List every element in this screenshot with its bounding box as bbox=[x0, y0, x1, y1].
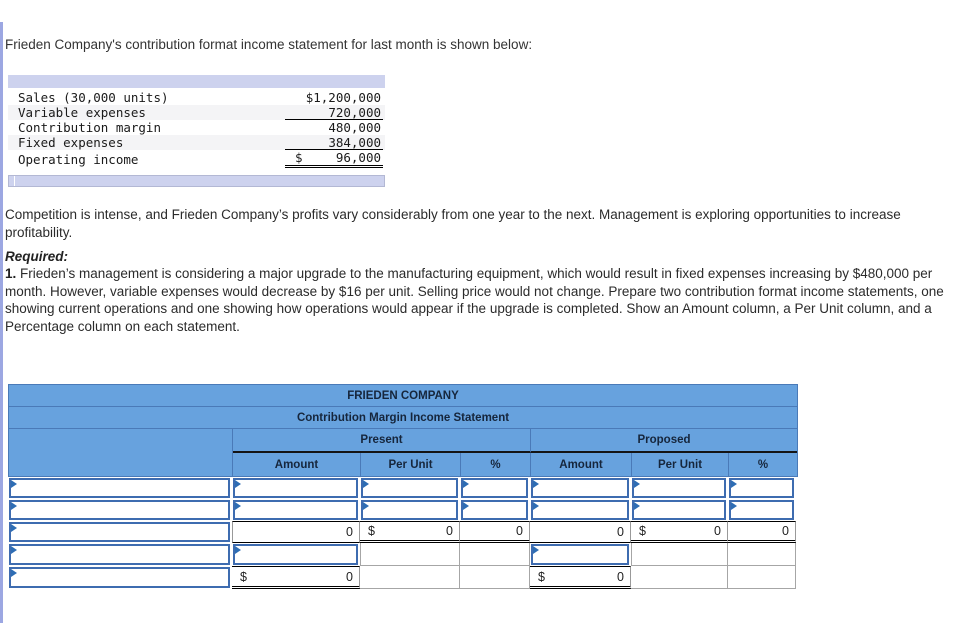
row2-label-input[interactable] bbox=[9, 500, 230, 520]
row-label: Contribution margin bbox=[18, 120, 161, 135]
row-amount: 96,000 bbox=[335, 150, 381, 165]
row-label: Sales (30,000 units) bbox=[18, 90, 169, 105]
row-value: 480,000 bbox=[328, 120, 381, 135]
row3-label-input[interactable] bbox=[9, 522, 230, 542]
computed-zero: 0 bbox=[346, 569, 353, 584]
row5-proposed-per-unit-cell bbox=[631, 566, 728, 589]
dollar-sign: $ bbox=[368, 524, 375, 538]
row-label: Operating income bbox=[18, 151, 139, 167]
row-value: $ 96,000 bbox=[285, 150, 383, 168]
income-statement-row: Variable expenses 720,000 bbox=[8, 105, 385, 120]
intro-text: Frieden Company's contribution format in… bbox=[5, 37, 533, 52]
row3-present-amount-value: 0 bbox=[232, 521, 360, 543]
row1-proposed-per-unit-input[interactable] bbox=[632, 478, 726, 498]
row2-present-percent-input[interactable] bbox=[461, 500, 528, 520]
row3-proposed-amount-value: 0 bbox=[530, 521, 631, 543]
row4-present-percent-cell bbox=[460, 543, 530, 566]
requirement-number: 1. bbox=[5, 266, 17, 281]
row1-present-per-unit-input[interactable] bbox=[361, 478, 458, 498]
requirement-text: Frieden’s management is considering a ma… bbox=[5, 266, 944, 334]
col-header-proposed-per-unit: Per Unit bbox=[632, 453, 729, 476]
row3-present-percent-value: 0 bbox=[460, 521, 530, 543]
row-value: 720,000 bbox=[285, 105, 383, 120]
row-value: 384,000 bbox=[285, 135, 383, 150]
row2-proposed-per-unit-input[interactable] bbox=[632, 500, 726, 520]
income-statement-scrollbar[interactable] bbox=[8, 175, 385, 187]
row2-present-per-unit-input[interactable] bbox=[361, 500, 458, 520]
row5-present-percent-cell bbox=[460, 566, 530, 589]
col-header-present-percent: % bbox=[461, 453, 531, 476]
row1-proposed-percent-input[interactable] bbox=[729, 478, 794, 498]
worksheet-table: FRIEDEN COMPANY Contribution Margin Inco… bbox=[8, 384, 798, 589]
row4-proposed-percent-cell bbox=[728, 543, 796, 566]
currency-symbol: $ bbox=[295, 150, 303, 165]
computed-zero: 0 bbox=[617, 569, 624, 584]
col-header-present-amount: Amount bbox=[233, 453, 361, 476]
competition-paragraph: Competition is intense, and Frieden Comp… bbox=[5, 207, 901, 240]
row2-proposed-amount-input[interactable] bbox=[531, 500, 629, 520]
row5-proposed-amount-total: $ 0 bbox=[530, 566, 631, 589]
income-statement-row: Contribution margin 480,000 bbox=[8, 120, 385, 135]
worksheet-subtitle: Contribution Margin Income Statement bbox=[9, 407, 797, 429]
computed-zero: 0 bbox=[446, 524, 453, 538]
computed-zero: 0 bbox=[346, 525, 353, 539]
row4-proposed-amount-input[interactable] bbox=[531, 544, 629, 565]
worksheet-body: 0 $ 0 0 0 $ 0 0 $ 0 bbox=[8, 477, 796, 589]
row4-present-per-unit-cell bbox=[360, 543, 460, 566]
computed-zero: 0 bbox=[516, 524, 523, 538]
col-header-proposed-percent: % bbox=[729, 453, 797, 476]
row-label: Fixed expenses bbox=[18, 135, 124, 150]
income-statement-row: Fixed expenses 384,000 bbox=[8, 135, 385, 150]
dollar-sign: $ bbox=[538, 569, 545, 584]
income-statement-row: Sales (30,000 units) $1,200,000 bbox=[8, 90, 385, 105]
group-header-present: Present bbox=[233, 429, 531, 453]
worksheet-title: FRIEDEN COMPANY bbox=[9, 385, 797, 407]
required-label: Required: bbox=[5, 249, 69, 264]
page-left-stripe bbox=[0, 22, 3, 623]
row1-present-amount-input[interactable] bbox=[233, 478, 358, 498]
requirement-1-paragraph: 1. Frieden’s management is considering a… bbox=[5, 265, 955, 335]
row4-present-amount-input[interactable] bbox=[233, 544, 358, 565]
row-value: $1,200,000 bbox=[305, 90, 381, 105]
row2-present-amount-input[interactable] bbox=[233, 500, 358, 520]
row1-present-percent-input[interactable] bbox=[461, 478, 528, 498]
computed-zero: 0 bbox=[617, 525, 624, 539]
dollar-sign: $ bbox=[639, 524, 646, 538]
row5-present-per-unit-cell bbox=[360, 566, 460, 589]
row4-proposed-per-unit-cell bbox=[631, 543, 728, 566]
col-header-present-per-unit: Per Unit bbox=[361, 453, 461, 476]
row1-proposed-amount-input[interactable] bbox=[531, 478, 629, 498]
group-header-proposed: Proposed bbox=[531, 429, 797, 453]
row2-proposed-percent-input[interactable] bbox=[729, 500, 794, 520]
row1-label-input[interactable] bbox=[9, 478, 230, 498]
computed-zero: 0 bbox=[714, 524, 721, 538]
dollar-sign: $ bbox=[240, 569, 247, 584]
row-label: Variable expenses bbox=[18, 105, 146, 120]
worksheet-header: FRIEDEN COMPANY Contribution Margin Inco… bbox=[8, 384, 798, 477]
row5-proposed-percent-cell bbox=[728, 566, 796, 589]
income-statement: Sales (30,000 units) $1,200,000 Variable… bbox=[8, 75, 385, 187]
row5-present-amount-total: $ 0 bbox=[232, 566, 360, 589]
header-corner-cell bbox=[9, 429, 233, 476]
income-statement-row: Operating income $ 96,000 bbox=[8, 150, 385, 168]
col-header-proposed-amount: Amount bbox=[531, 453, 632, 476]
row3-proposed-per-unit-value: $ 0 bbox=[631, 521, 728, 543]
computed-zero: 0 bbox=[782, 524, 789, 538]
row3-proposed-percent-value: 0 bbox=[728, 521, 796, 543]
income-statement-top-band bbox=[8, 75, 385, 88]
row5-label-input[interactable] bbox=[9, 567, 230, 588]
row4-label-input[interactable] bbox=[9, 544, 230, 565]
row3-present-per-unit-value: $ 0 bbox=[360, 521, 460, 543]
